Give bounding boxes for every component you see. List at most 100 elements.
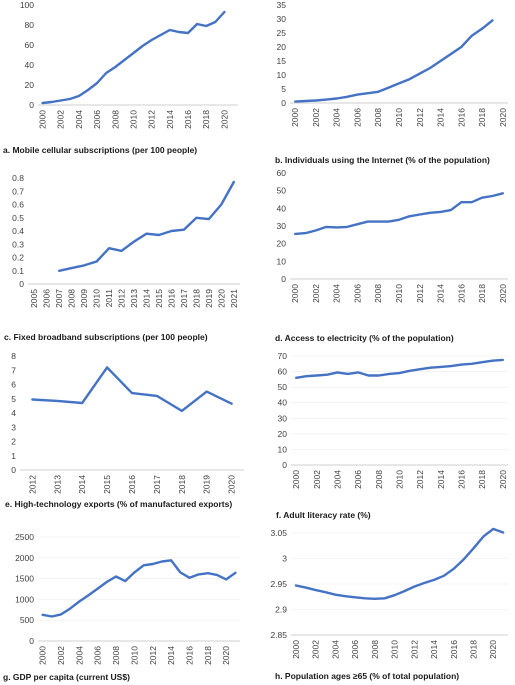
x-tick-label-b-7: 2014 <box>436 108 446 127</box>
y-tick-label-f-1: 10 <box>278 444 288 454</box>
x-tick-label-f-5: 2010 <box>395 470 405 489</box>
x-tick-label-g-0: 2000 <box>38 646 48 665</box>
chart-caption-d: d. Access to electricity (% of the popul… <box>275 333 454 343</box>
x-tick-label-b-9: 2018 <box>477 108 487 127</box>
x-tick-label-d-2: 2004 <box>332 284 342 303</box>
y-tick-label-g-5: 2500 <box>15 532 34 542</box>
x-tick-label-a-8: 2016 <box>183 110 193 129</box>
x-tick-label-h-1: 2002 <box>311 640 321 659</box>
x-tick-label-g-4: 2008 <box>111 646 121 665</box>
x-tick-label-h-3: 2006 <box>350 640 360 659</box>
x-tick-label-b-2: 2004 <box>332 108 342 127</box>
x-tick-label-d-4: 2008 <box>373 284 383 303</box>
x-tick-label-a-1: 2002 <box>56 110 66 129</box>
x-tick-label-f-3: 2006 <box>353 470 363 489</box>
x-tick-label-d-1: 2002 <box>311 284 321 303</box>
x-tick-label-a-6: 2012 <box>147 110 157 129</box>
x-tick-label-f-10: 2020 <box>498 470 508 489</box>
x-tick-label-d-9: 2018 <box>477 284 487 303</box>
y-tick-label-d-1: 10 <box>277 256 287 266</box>
x-tick-label-e-7: 2019 <box>202 475 212 494</box>
x-tick-label-d-8: 2016 <box>456 284 466 303</box>
chart-panel-h: 2.85 2.9 2.95 3 3.05 2000 2002 2004 2006 2008 2010… <box>270 527 508 681</box>
y-tick-label-h-2: 2.95 <box>270 579 287 589</box>
x-tick-label-c-15: 2020 <box>216 289 226 308</box>
x-tick-label-d-6: 2012 <box>415 284 425 303</box>
x-tick-label-h-9: 2018 <box>468 640 478 659</box>
x-tick-label-c-2: 2007 <box>54 289 64 308</box>
y-tick-label-b-4: 20 <box>277 42 287 52</box>
x-tick-label-e-4: 2016 <box>127 475 137 494</box>
x-tick-label-d-3: 2006 <box>352 284 362 303</box>
y-tick-label-h-0: 2.85 <box>270 630 287 640</box>
y-tick-label-c-6: 0.6 <box>12 200 24 210</box>
x-tick-label-c-0: 2005 <box>29 289 39 308</box>
chart-panel-a: 0 20 40 60 80 100 2000 2002 2004 2006 2008 2010 2012… <box>3 0 238 155</box>
y-tick-label-h-4: 3.05 <box>270 528 287 538</box>
x-tick-label-c-13: 2018 <box>191 289 201 308</box>
x-tick-label-c-4: 2009 <box>79 289 89 308</box>
x-tick-label-a-10: 2020 <box>219 110 229 129</box>
x-tick-label-a-5: 2010 <box>128 110 138 129</box>
y-tick-label-b-5: 25 <box>277 28 287 38</box>
x-tick-label-e-6: 2018 <box>177 475 187 494</box>
x-tick-label-g-2: 2004 <box>74 646 84 665</box>
series-line-g <box>41 559 237 618</box>
y-tick-label-c-2: 0.2 <box>12 253 24 263</box>
x-tick-label-c-5: 2010 <box>92 289 102 308</box>
y-tick-label-f-3: 30 <box>278 413 288 423</box>
x-tick-label-c-11: 2016 <box>166 289 176 308</box>
x-tick-label-a-2: 2004 <box>74 110 84 129</box>
x-tick-label-g-1: 2002 <box>56 646 66 665</box>
y-tick-label-e-3: 3 <box>11 422 16 432</box>
x-tick-label-f-9: 2018 <box>477 470 487 489</box>
x-tick-label-f-7: 2014 <box>436 470 446 489</box>
y-tick-label-d-6: 60 <box>277 168 287 178</box>
x-tick-label-e-3: 2015 <box>102 475 112 494</box>
y-tick-label-e-6: 6 <box>11 380 16 390</box>
y-tick-label-e-8: 8 <box>11 351 16 361</box>
x-tick-label-d-5: 2010 <box>394 284 404 303</box>
y-tick-label-a-5: 100 <box>20 0 34 10</box>
y-tick-label-b-2: 10 <box>277 70 287 80</box>
x-tick-label-d-7: 2014 <box>436 284 446 303</box>
x-tick-label-d-10: 2020 <box>498 284 508 303</box>
y-tick-label-f-6: 60 <box>278 367 288 377</box>
series-line-a <box>41 10 226 105</box>
y-tick-label-e-1: 1 <box>11 451 16 461</box>
x-tick-label-g-8: 2016 <box>185 646 195 665</box>
chart-caption-h: h. Population ages ≥65 (% of total popul… <box>275 671 459 681</box>
x-tick-label-c-10: 2015 <box>154 289 164 308</box>
series-line-d <box>294 192 504 236</box>
chart-caption-c: c. Fixed broadband subscriptions (per 10… <box>4 332 208 342</box>
y-tick-label-g-0: 0 <box>29 636 34 646</box>
y-tick-label-a-0: 0 <box>29 100 34 110</box>
x-tick-label-b-8: 2016 <box>456 108 466 127</box>
chart-panel-f: 0 10 20 30 40 50 60 70 2000 2002 2004 2006 2008 2010 2… <box>276 351 508 520</box>
y-tick-label-b-1: 5 <box>281 84 286 94</box>
y-tick-label-c-8: 0.8 <box>12 173 24 183</box>
x-tick-label-e-8: 2020 <box>227 475 237 494</box>
y-tick-label-f-7: 70 <box>278 351 288 361</box>
y-tick-label-d-2: 20 <box>277 239 287 249</box>
y-tick-label-h-3: 3 <box>282 554 287 564</box>
y-tick-label-e-2: 2 <box>11 437 16 447</box>
x-tick-label-c-12: 2017 <box>179 289 189 308</box>
y-tick-label-c-1: 0.1 <box>12 266 24 276</box>
y-tick-label-f-5: 50 <box>278 382 288 392</box>
y-tick-label-c-0: 0 <box>19 279 24 289</box>
x-tick-label-g-6: 2012 <box>148 646 158 665</box>
chart-caption-b: b. Individuals using the Internet (% of … <box>275 155 490 165</box>
y-tick-label-e-5: 5 <box>11 394 16 404</box>
x-tick-label-e-0: 2012 <box>27 475 37 494</box>
x-tick-label-f-8: 2016 <box>457 470 467 489</box>
x-tick-label-b-0: 2000 <box>290 108 300 127</box>
y-tick-label-e-7: 7 <box>11 365 16 375</box>
x-tick-label-a-0: 2000 <box>38 110 48 129</box>
y-tick-label-d-0: 0 <box>281 274 286 284</box>
x-tick-label-f-6: 2012 <box>415 470 425 489</box>
x-tick-label-c-8: 2013 <box>129 289 139 308</box>
x-tick-label-g-3: 2006 <box>93 646 103 665</box>
x-tick-label-e-5: 2017 <box>152 475 162 494</box>
